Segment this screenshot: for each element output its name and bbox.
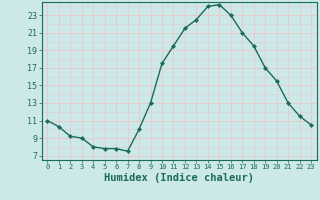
X-axis label: Humidex (Indice chaleur): Humidex (Indice chaleur) — [104, 173, 254, 183]
